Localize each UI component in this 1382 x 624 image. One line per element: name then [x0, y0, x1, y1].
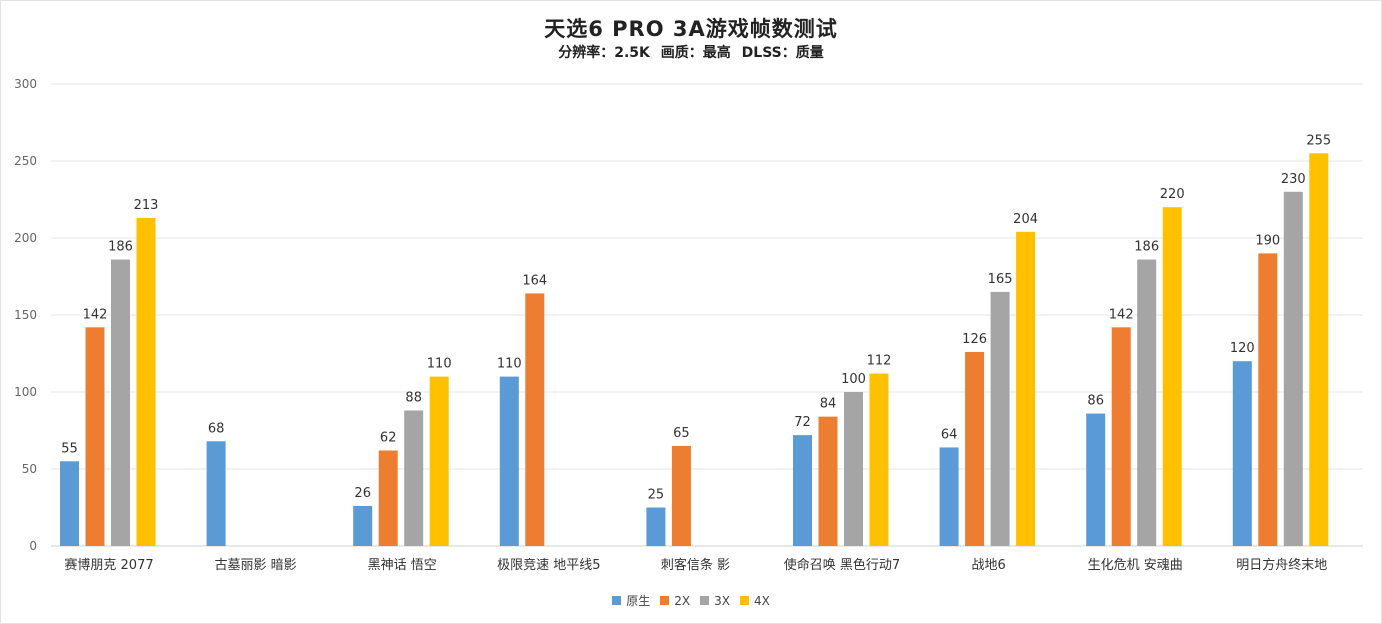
bar [111, 259, 130, 546]
bar [818, 416, 838, 546]
y-tick-label: 250 [14, 154, 37, 168]
data-label: 220 [1160, 187, 1185, 202]
legend-item: 3X [700, 594, 730, 608]
y-tick-label: 200 [14, 231, 37, 245]
data-label: 72 [794, 415, 811, 430]
y-tick-label: 150 [14, 308, 37, 322]
bar [525, 293, 545, 546]
category-label: 使命召唤 黑色行动7 [784, 557, 900, 573]
data-label: 84 [820, 397, 837, 412]
bar [990, 291, 1010, 546]
bar [136, 217, 156, 547]
bar [499, 376, 519, 546]
bar [1309, 153, 1329, 547]
data-label: 190 [1255, 233, 1280, 248]
data-label: 126 [962, 332, 987, 347]
category-label: 战地6 [971, 558, 1005, 573]
data-label: 120 [1230, 341, 1255, 356]
data-label: 110 [497, 357, 522, 372]
legend-label: 2X [674, 593, 691, 608]
category-label: 黑神话 悟空 [368, 558, 437, 573]
bar [404, 410, 424, 546]
bar [1111, 327, 1131, 546]
data-label: 165 [988, 272, 1013, 287]
bar [965, 351, 985, 546]
legend-swatch [612, 596, 622, 605]
legend-swatch [660, 596, 670, 605]
legend-swatch [700, 596, 710, 605]
bar [844, 392, 863, 546]
data-label: 186 [1134, 240, 1159, 255]
bar [353, 505, 373, 546]
data-label: 55 [61, 441, 78, 456]
category-label: 极限竞速 地平线5 [497, 557, 600, 573]
chart-title: 天选6 PRO 3A游戏帧数测试 [544, 17, 838, 41]
bar [1258, 253, 1278, 546]
bar [646, 507, 666, 546]
legend-item: 2X [660, 594, 690, 608]
category-label: 赛博朋克 2077 [64, 557, 153, 573]
legend-label: 3X [714, 593, 730, 608]
data-label: 112 [867, 354, 892, 369]
data-label: 186 [108, 240, 133, 255]
data-label: 142 [1109, 307, 1134, 322]
data-label: 164 [522, 273, 547, 288]
data-label: 88 [405, 390, 422, 405]
bar [1232, 361, 1252, 546]
legend-label: 原生 [626, 594, 651, 608]
bar [1283, 191, 1303, 547]
data-label: 230 [1281, 172, 1306, 187]
legend-item: 4X [739, 593, 770, 608]
y-tick-label: 50 [22, 462, 37, 476]
data-label: 100 [841, 372, 866, 387]
category-label: 刺客信条 影 [661, 557, 730, 573]
bar [1137, 259, 1157, 546]
data-label: 64 [941, 427, 958, 442]
data-label: 255 [1306, 133, 1331, 148]
bar [378, 450, 398, 546]
category-label: 生化危机 安魂曲 [1088, 557, 1183, 573]
category-label: 明日方舟终末地 [1236, 557, 1327, 573]
bar [60, 461, 79, 546]
y-tick-label: 100 [14, 385, 37, 399]
legend-item: 原生 [612, 592, 650, 609]
data-label: 204 [1013, 212, 1038, 227]
data-label: 65 [673, 426, 690, 441]
category-label: 古墓丽影 暗影 [215, 558, 297, 573]
bar [793, 435, 812, 546]
chart-subtitle: 分辨率：2.5K 画质：最高 DLSS：质量 [558, 45, 824, 61]
legend-label: 4X [753, 593, 770, 608]
data-label: 26 [354, 486, 371, 501]
bar [939, 447, 959, 546]
y-tick-label: 0 [29, 539, 37, 553]
data-label: 213 [134, 198, 159, 213]
legend-swatch [739, 596, 749, 605]
data-label: 62 [380, 431, 397, 446]
bar [671, 445, 691, 546]
bar [429, 376, 449, 546]
bar [1016, 231, 1036, 546]
bar [869, 373, 889, 546]
data-label: 25 [648, 488, 665, 503]
data-label: 142 [83, 307, 108, 322]
legend: 原生 2X 3X 4X [1, 592, 1381, 609]
y-tick-label: 300 [14, 77, 37, 91]
bar [206, 441, 226, 546]
bar [1086, 413, 1106, 546]
data-label: 110 [427, 357, 452, 372]
data-label: 68 [208, 421, 225, 436]
bar [1162, 207, 1182, 546]
bar [85, 327, 105, 546]
data-label: 86 [1087, 394, 1104, 409]
